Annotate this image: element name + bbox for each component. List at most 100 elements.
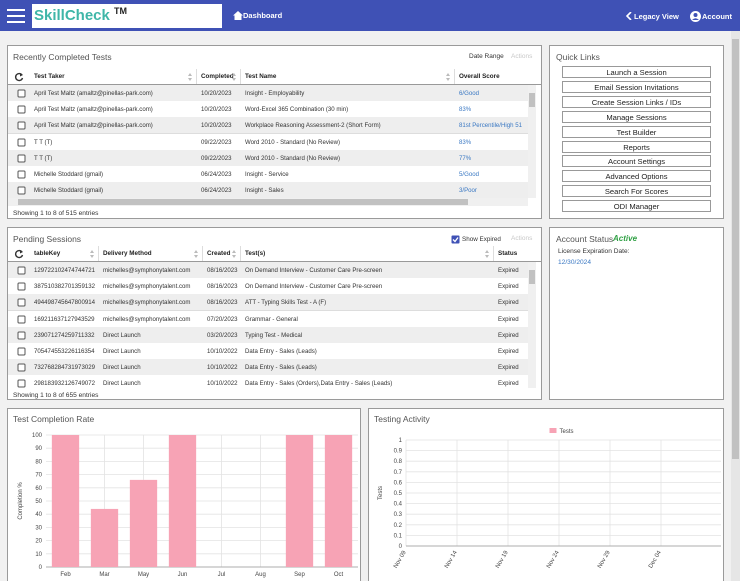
y-tick-label: 60 (35, 486, 42, 492)
table-cell: Data Entry - Sales (Leads) (245, 348, 492, 355)
y-tick-label: 10 (35, 552, 42, 558)
table-row[interactable]: 732768284731973029Direct Launch10/10/202… (8, 359, 528, 376)
nav-dashboard[interactable]: Dashboard (243, 11, 282, 20)
row-checkbox[interactable] (17, 347, 27, 357)
table-cell: Expired (498, 299, 522, 306)
actions[interactable]: Actions (511, 53, 532, 60)
quick-link-button[interactable]: ODI Manager (562, 200, 711, 212)
table-row[interactable]: April Test Maltz (amaltz@pinellas-park.c… (8, 117, 528, 134)
quick-link-button[interactable]: Search For Scores (562, 185, 711, 197)
row-checkbox[interactable] (17, 186, 27, 196)
bar (325, 435, 352, 567)
row-checkbox[interactable] (17, 121, 27, 131)
chart: Testing Activity00.10.20.30.40.50.60.70.… (369, 409, 724, 581)
table-footer: Showing 1 to 8 of 655 entries (13, 392, 98, 399)
table-cell: Insight - Service (245, 171, 453, 178)
expiration-date[interactable]: 12/30/2024 (558, 259, 591, 266)
table-cell: April Test Maltz (amaltz@pinellas-park.c… (34, 122, 195, 129)
row-checkbox[interactable] (17, 282, 27, 292)
sort-icon (88, 249, 98, 259)
quick-link-button[interactable]: Test Builder (562, 126, 711, 138)
column-separator (98, 246, 99, 261)
completion-chart-panel: Test Completion Rate01020304050607080901… (7, 408, 361, 581)
show-expired[interactable]: Show Expired (462, 236, 501, 243)
scroll-thumb[interactable] (732, 39, 739, 459)
row-checkbox[interactable] (17, 89, 27, 99)
y-tick-label: 50 (35, 499, 42, 505)
row-checkbox[interactable] (17, 331, 27, 341)
table-cell: Insight - Sales (245, 187, 453, 194)
legacy-view[interactable]: Legacy View (634, 12, 679, 21)
quick-link-button[interactable]: Manage Sessions (562, 111, 711, 123)
y-tick-label: 20 (35, 539, 42, 545)
actions[interactable]: Actions (511, 235, 532, 242)
column-header[interactable]: Test Name (245, 73, 276, 80)
table-row[interactable]: T T (T)09/22/2023Word 2010 - Standard (N… (8, 134, 528, 151)
table-row[interactable]: T T (T)09/22/2023Word 2010 - Standard (N… (8, 150, 528, 167)
scroll-thumb[interactable] (529, 270, 535, 284)
table-cell: 5/Good (459, 171, 522, 178)
table-cell: Data Entry - Sales (Orders),Data Entry -… (245, 380, 492, 387)
row-checkbox[interactable] (17, 105, 27, 115)
table-row[interactable]: 705474553226116354Direct Launch10/10/202… (8, 343, 528, 360)
column-header[interactable]: Completed (201, 73, 234, 80)
column-separator (202, 246, 203, 261)
y-tick-label: 1 (399, 438, 403, 444)
y-tick-label: 0.5 (394, 491, 403, 497)
table-row[interactable]: 494498745647800914michelles@symphonytale… (8, 294, 528, 311)
table-cell: On Demand Interview - Customer Care Pre-… (245, 283, 492, 290)
table-row[interactable]: 169211637127943529michelles@symphonytale… (8, 311, 528, 328)
column-separator (196, 69, 197, 84)
row-checkbox[interactable] (17, 266, 27, 276)
row-checkbox[interactable] (17, 379, 27, 388)
table-row[interactable]: 387510382701359132michelles@symphonytale… (8, 278, 528, 295)
table-cell: Direct Launch (103, 332, 201, 339)
page-scrollbar[interactable] (731, 31, 740, 581)
row-checkbox[interactable] (17, 170, 27, 180)
quick-link-button[interactable]: Reports (562, 141, 711, 153)
refresh-icon[interactable] (14, 249, 24, 259)
show-expired-checkbox[interactable] (451, 235, 461, 245)
quick-link-button[interactable]: Advanced Options (562, 170, 711, 182)
column-header[interactable]: Status (498, 250, 517, 257)
row-checkbox[interactable] (17, 298, 27, 308)
column-header[interactable]: Test(s) (245, 250, 265, 257)
table-cell: 07/20/2023 (207, 316, 239, 323)
menu-icon[interactable] (7, 9, 27, 23)
quick-link-button[interactable]: Email Session Invitations (562, 81, 711, 93)
table-row[interactable]: Michelle Stoddard (gmail)06/24/2023Insig… (8, 166, 528, 183)
scroll-thumb[interactable] (18, 199, 468, 205)
table-row[interactable]: Michelle Stoddard (gmail)06/24/2023Insig… (8, 182, 528, 198)
table-row[interactable]: April Test Maltz (amaltz@pinellas-park.c… (8, 85, 528, 102)
table-row[interactable]: April Test Maltz (amaltz@pinellas-park.c… (8, 101, 528, 118)
logo-box[interactable]: SkillCheck TM (32, 4, 222, 28)
column-header[interactable]: Created (207, 250, 230, 257)
row-checkbox[interactable] (17, 363, 27, 373)
table-row[interactable]: 129722102474744721michelles@symphonytale… (8, 262, 528, 279)
quick-link-button[interactable]: Account Settings (562, 155, 711, 167)
column-header[interactable]: Overall Score (459, 73, 500, 80)
row-checkbox[interactable] (17, 154, 27, 164)
refresh-icon[interactable] (14, 72, 24, 82)
quick-link-button[interactable]: Launch a Session (562, 66, 711, 78)
column-header[interactable]: Test Taker (34, 73, 65, 80)
date-range[interactable]: Date Range (469, 53, 504, 60)
row-checkbox[interactable] (17, 315, 27, 325)
table-cell: 129722102474744721 (34, 267, 97, 274)
x-tick-label: Nov 19 (495, 549, 510, 569)
x-tick-label: Feb (60, 572, 71, 578)
quick-link-button[interactable]: Create Session Links / IDs (562, 96, 711, 108)
table-cell: 83% (459, 139, 522, 146)
table-cell: 494498745647800914 (34, 299, 97, 306)
row-checkbox[interactable] (17, 138, 27, 148)
table-cell: 169211637127943529 (34, 316, 97, 323)
panel-title: Account Status (556, 234, 613, 244)
account[interactable]: Account (702, 12, 732, 21)
table-row[interactable]: 239071274259711332Direct Launch03/20/202… (8, 327, 528, 344)
column-header[interactable]: tableKey (34, 250, 60, 257)
account-icon (690, 11, 701, 22)
scroll-thumb[interactable] (529, 93, 535, 107)
y-tick-label: 100 (32, 433, 43, 439)
table-row[interactable]: 298183932126749072Direct Launch10/10/202… (8, 375, 528, 388)
column-header[interactable]: Delivery Method (103, 250, 152, 257)
